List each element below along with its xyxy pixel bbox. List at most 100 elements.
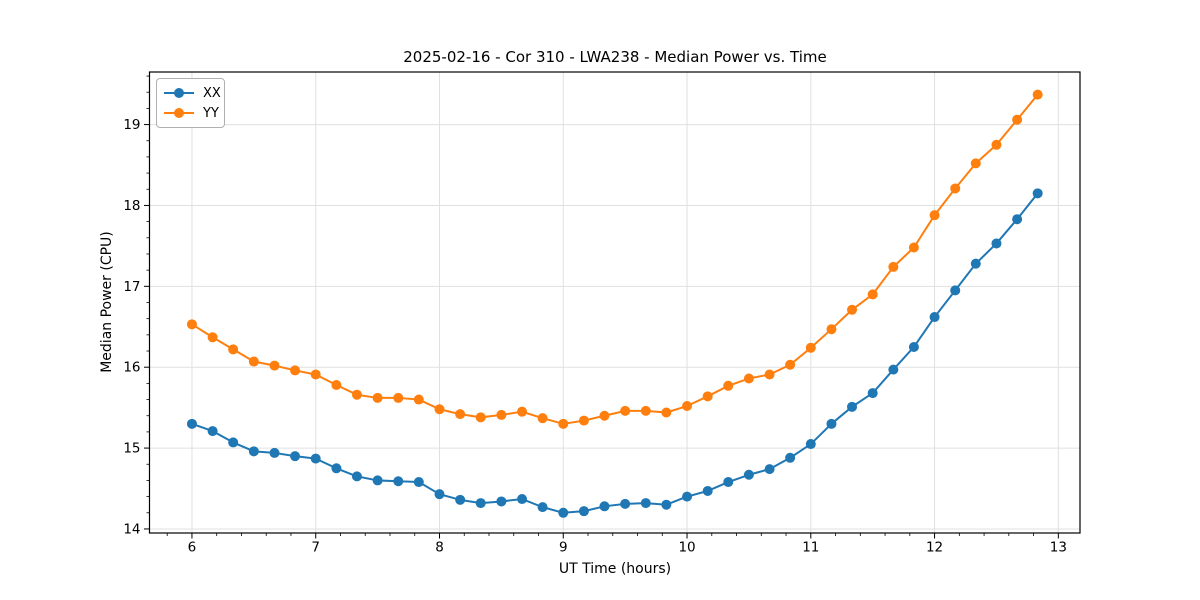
data-point-yy xyxy=(496,409,507,420)
data-point-yy xyxy=(475,412,486,423)
data-point-xx xyxy=(908,341,919,352)
data-point-yy xyxy=(785,359,796,370)
data-point-xx xyxy=(785,452,796,463)
data-point-xx xyxy=(826,418,837,429)
legend-label-xx: XX xyxy=(203,85,221,101)
data-point-yy xyxy=(620,405,631,416)
legend: XX YY xyxy=(156,78,225,128)
y-tick-label: 18 xyxy=(123,198,140,214)
y-tick-label: 14 xyxy=(123,521,140,537)
data-point-xx xyxy=(847,401,858,412)
data-point-xx xyxy=(537,502,548,513)
data-point-xx xyxy=(682,491,693,502)
data-point-xx xyxy=(475,498,486,509)
data-point-yy xyxy=(847,304,858,315)
data-point-xx xyxy=(351,471,362,482)
data-point-xx xyxy=(517,494,528,505)
data-point-xx xyxy=(186,418,197,429)
data-point-xx xyxy=(434,489,445,500)
data-point-yy xyxy=(950,183,961,194)
data-point-yy xyxy=(558,418,569,429)
data-point-yy xyxy=(867,289,878,300)
data-point-xx xyxy=(290,451,301,462)
legend-item-xx: XX xyxy=(163,83,221,103)
legend-label-yy: YY xyxy=(203,105,219,121)
data-point-xx xyxy=(269,447,280,458)
data-point-xx xyxy=(661,499,672,510)
x-tick-label: 6 xyxy=(188,540,197,556)
y-axis-label: Median Power (CPU) xyxy=(99,231,115,373)
x-tick-label: 9 xyxy=(559,540,568,556)
data-point-xx xyxy=(455,494,466,505)
data-point-yy xyxy=(661,407,672,418)
x-tick-label: 13 xyxy=(1050,540,1067,556)
data-point-xx xyxy=(723,477,734,488)
data-point-xx xyxy=(929,312,940,323)
data-point-xx xyxy=(372,475,383,486)
x-axis-label: UT Time (hours) xyxy=(558,561,672,577)
data-point-xx xyxy=(331,463,342,474)
x-tick-label: 11 xyxy=(802,540,819,556)
data-point-yy xyxy=(682,401,693,412)
data-point-xx xyxy=(888,364,899,375)
x-tick-label: 10 xyxy=(678,540,695,556)
chart-title: 2025-02-16 - Cor 310 - LWA238 - Median P… xyxy=(403,48,827,66)
data-point-xx xyxy=(1012,214,1023,225)
x-tick-label: 7 xyxy=(311,540,320,556)
data-point-yy xyxy=(991,139,1002,150)
data-point-yy xyxy=(290,365,301,376)
data-point-xx xyxy=(743,469,754,480)
data-point-yy xyxy=(723,380,734,391)
y-tick-label: 16 xyxy=(123,360,140,376)
y-tick-label: 17 xyxy=(123,279,140,295)
x-tick-label: 12 xyxy=(926,540,943,556)
data-point-xx xyxy=(207,426,218,437)
data-point-yy xyxy=(888,261,899,272)
data-point-yy xyxy=(578,415,589,426)
data-point-xx xyxy=(496,496,507,507)
data-point-yy xyxy=(248,356,259,367)
data-point-xx xyxy=(1032,188,1043,199)
series-line-xx xyxy=(191,192,1039,514)
data-point-yy xyxy=(826,324,837,335)
data-point-yy xyxy=(207,332,218,343)
data-point-yy xyxy=(372,392,383,403)
data-point-xx xyxy=(228,437,239,448)
data-point-yy xyxy=(764,369,775,380)
y-tick-label: 19 xyxy=(123,117,140,133)
plot-frame xyxy=(148,71,1081,534)
data-point-yy xyxy=(413,394,424,405)
data-point-yy xyxy=(186,319,197,330)
x-tick-label: 8 xyxy=(435,540,444,556)
data-point-yy xyxy=(929,210,940,221)
data-point-yy xyxy=(970,158,981,169)
data-point-yy xyxy=(537,413,548,424)
data-point-xx xyxy=(991,238,1002,249)
data-point-xx xyxy=(558,507,569,518)
data-point-xx xyxy=(970,258,981,269)
data-point-xx xyxy=(702,485,713,496)
data-point-yy xyxy=(228,344,239,355)
data-point-yy xyxy=(702,391,713,402)
data-point-xx xyxy=(620,498,631,509)
data-point-yy xyxy=(805,342,816,353)
data-point-yy xyxy=(517,406,528,417)
y-tick-label: 15 xyxy=(123,441,140,457)
data-point-yy xyxy=(331,379,342,390)
data-point-xx xyxy=(248,446,259,457)
data-point-yy xyxy=(393,392,404,403)
data-point-xx xyxy=(393,476,404,487)
data-point-yy xyxy=(1012,114,1023,125)
data-point-xx xyxy=(764,464,775,475)
data-point-xx xyxy=(599,501,610,512)
legend-marker-yy-icon xyxy=(164,108,194,118)
data-point-yy xyxy=(743,373,754,384)
data-point-yy xyxy=(269,360,280,371)
data-point-yy xyxy=(1032,89,1043,100)
data-point-yy xyxy=(640,405,651,416)
data-point-xx xyxy=(310,453,321,464)
data-point-yy xyxy=(455,409,466,420)
data-point-xx xyxy=(413,477,424,488)
